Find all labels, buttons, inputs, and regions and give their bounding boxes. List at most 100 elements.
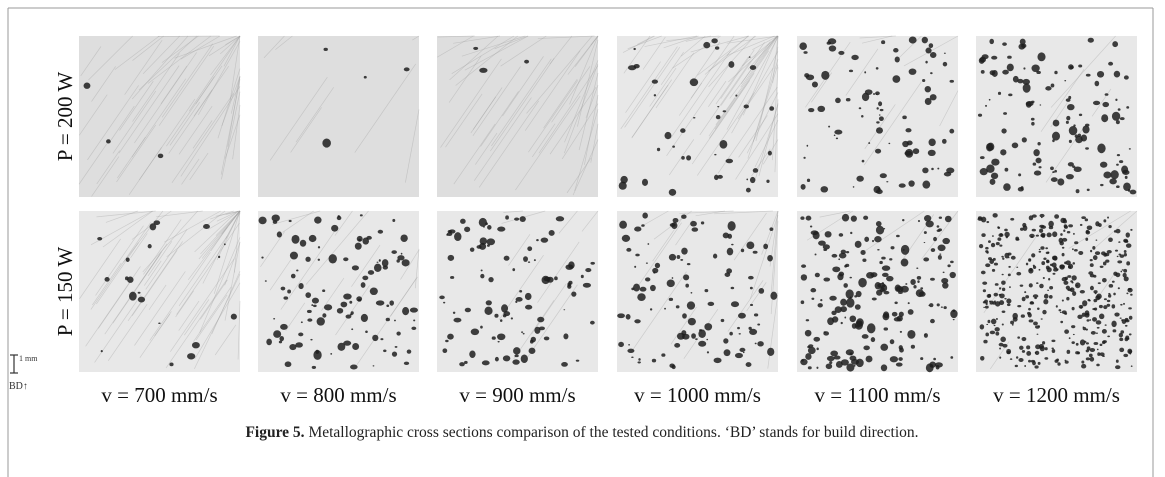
scratch (88, 35, 133, 81)
pore (821, 70, 830, 80)
pore (936, 225, 940, 228)
pore (480, 325, 483, 329)
pore (1065, 173, 1074, 180)
pore (986, 294, 991, 298)
pore (856, 320, 863, 325)
pore (1117, 108, 1121, 111)
pore (1118, 160, 1124, 164)
pore (1126, 106, 1130, 109)
pore (491, 336, 496, 340)
pore (854, 304, 861, 310)
pore (1033, 170, 1042, 176)
pore (1039, 283, 1044, 289)
pore (910, 279, 916, 285)
pore (350, 364, 358, 370)
scratch (263, 35, 285, 59)
pore (717, 105, 720, 108)
pore (898, 311, 904, 317)
pore (1084, 218, 1089, 222)
pore (203, 223, 210, 230)
pore (1068, 139, 1072, 144)
pore (1108, 294, 1112, 298)
pore (730, 286, 735, 290)
scratch (165, 279, 227, 369)
pore (1099, 161, 1108, 168)
pore (289, 251, 298, 260)
pore (826, 41, 832, 45)
pore (1035, 344, 1041, 350)
scratch (78, 94, 108, 136)
pore (1101, 114, 1109, 123)
pore (625, 314, 631, 320)
pore (752, 250, 758, 254)
pore (1037, 307, 1040, 310)
pore (1004, 167, 1009, 172)
pore (840, 249, 847, 254)
pore (939, 253, 942, 255)
pore (997, 237, 1002, 241)
pore (1063, 229, 1066, 232)
pore (905, 148, 914, 158)
pore (653, 271, 656, 274)
pore (1094, 80, 1100, 87)
scratch (680, 35, 706, 57)
pore (1009, 286, 1011, 289)
scratch (770, 210, 779, 293)
pore (447, 254, 455, 261)
pore (681, 156, 685, 160)
scratch (704, 35, 749, 75)
pore (1082, 300, 1088, 307)
row-label: P = 150 W (53, 247, 77, 337)
scratch (478, 100, 540, 188)
pore (1085, 123, 1090, 127)
scratch (746, 92, 779, 154)
pore (703, 41, 711, 49)
pore (311, 297, 319, 304)
pore (453, 317, 462, 323)
pore (814, 272, 820, 278)
scratch (564, 60, 599, 143)
pore (1001, 323, 1004, 326)
pore (981, 54, 989, 60)
pore (888, 142, 891, 145)
pore (981, 233, 986, 237)
pore (1050, 83, 1055, 88)
pore (1068, 265, 1072, 269)
pore (875, 91, 880, 96)
pore (828, 45, 837, 52)
pore (804, 73, 810, 78)
pore (713, 174, 719, 181)
scratch (726, 36, 779, 130)
pore (106, 139, 111, 144)
pore (874, 282, 882, 290)
pore (985, 332, 990, 337)
pore (447, 333, 454, 340)
pore (874, 236, 882, 243)
pore (1095, 239, 1098, 241)
pore (100, 350, 103, 353)
scratch (178, 235, 228, 307)
pore (1007, 252, 1012, 256)
pore (1051, 348, 1056, 353)
pore (520, 331, 524, 333)
pore (478, 217, 487, 227)
pore (894, 56, 900, 63)
pore (929, 361, 936, 368)
pore (1038, 268, 1041, 271)
scratch (220, 35, 241, 55)
pore (1044, 347, 1048, 351)
scratch (537, 35, 595, 39)
pore (439, 295, 445, 300)
pore (618, 341, 624, 348)
pore (737, 326, 740, 330)
pore (883, 311, 890, 319)
pore (1039, 345, 1045, 352)
pore (923, 214, 932, 222)
pore (849, 276, 852, 279)
scratch (224, 241, 241, 321)
pore (413, 319, 416, 322)
pore (923, 241, 926, 244)
pore (128, 291, 137, 301)
pore (879, 108, 884, 112)
pore (980, 355, 985, 361)
